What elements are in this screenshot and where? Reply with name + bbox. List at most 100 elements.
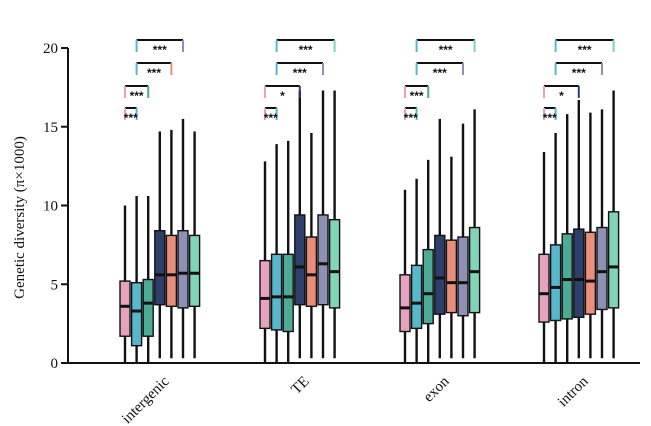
box — [317, 90, 329, 359]
box-body — [468, 226, 481, 314]
box-body — [119, 280, 131, 337]
sig-label: *** — [299, 43, 313, 57]
box-body — [422, 248, 434, 325]
sig-label: *** — [410, 89, 424, 103]
box-body — [538, 253, 550, 323]
box-body — [584, 231, 597, 315]
sig-label: *** — [543, 111, 557, 125]
box — [282, 140, 294, 363]
box — [165, 129, 178, 359]
box — [399, 189, 411, 363]
box-body — [561, 233, 573, 320]
box-body — [294, 214, 306, 306]
box-body — [177, 229, 189, 309]
box — [119, 205, 131, 363]
box — [538, 151, 550, 363]
sig-label: *** — [153, 43, 167, 57]
box-body — [165, 234, 178, 308]
sig-label: *** — [578, 43, 592, 57]
box — [445, 156, 458, 359]
y-tick-label: 0 — [51, 356, 59, 372]
box — [410, 178, 423, 363]
box-body — [445, 239, 458, 314]
sig-group-intron: ********** — [543, 39, 615, 125]
sig-bracket: *** — [404, 107, 418, 125]
sig-bracket: *** — [124, 85, 150, 103]
box-group-exon — [399, 109, 481, 363]
box-body — [410, 264, 423, 330]
sig-bracket: * — [543, 85, 580, 103]
sig-bracket: *** — [135, 39, 184, 57]
sig-label: *** — [130, 89, 144, 103]
box-body — [317, 214, 329, 306]
sig-bracket: *** — [124, 107, 138, 125]
box-groups — [119, 90, 620, 363]
box-group-intron — [538, 90, 620, 363]
sig-label: * — [559, 89, 564, 103]
sig-label: *** — [264, 111, 278, 125]
sig-bracket: *** — [543, 107, 557, 125]
box — [457, 123, 469, 359]
y-tick-label: 10 — [43, 199, 58, 215]
sig-label: *** — [433, 66, 447, 80]
box-body — [328, 218, 341, 309]
sig-bracket: *** — [554, 39, 615, 57]
box-body — [457, 236, 469, 317]
sig-group-TE: ********** — [264, 39, 336, 125]
sig-group-intergenic: ************ — [124, 39, 184, 125]
sig-bracket: *** — [415, 62, 464, 80]
sig-bracket: *** — [404, 85, 430, 103]
y-ticks: 0 5 10 15 20 — [43, 41, 68, 372]
sig-bracket: *** — [135, 62, 173, 80]
sig-label: *** — [293, 66, 307, 80]
box-body — [305, 236, 318, 308]
box — [328, 90, 341, 359]
box-body — [607, 211, 620, 309]
box-body — [142, 278, 154, 337]
box-body — [188, 234, 201, 308]
box-body — [130, 281, 143, 347]
sig-group-exon: *** *** *** *** — [404, 39, 476, 125]
box — [259, 161, 271, 363]
box — [584, 112, 597, 359]
box-body — [549, 244, 562, 322]
box — [596, 109, 608, 359]
box — [468, 109, 481, 359]
category-label-intron: intron — [555, 373, 592, 410]
sig-bracket: * — [264, 85, 301, 103]
box — [422, 159, 434, 363]
box-body — [573, 228, 585, 319]
sig-bracket: *** — [554, 62, 603, 80]
box — [154, 131, 166, 359]
sig-label: * — [280, 89, 285, 103]
sig-label: *** — [439, 43, 453, 57]
sig-bracket: *** — [275, 39, 336, 57]
sig-bracket: *** — [275, 62, 324, 80]
box — [434, 118, 446, 359]
box — [294, 90, 306, 359]
sig-label: *** — [147, 66, 161, 80]
category-label-TE: TE — [288, 374, 312, 398]
box — [573, 99, 585, 359]
sig-label: *** — [124, 111, 138, 125]
box — [188, 131, 201, 359]
category-labels: intergenic TE exon intron — [119, 373, 592, 426]
y-tick-label: 5 — [51, 277, 59, 293]
box-body — [154, 229, 166, 306]
significance-brackets: ****************************************… — [124, 39, 615, 125]
sig-label: *** — [572, 66, 586, 80]
box-body — [434, 234, 446, 315]
box-body — [259, 259, 271, 330]
box — [549, 133, 562, 363]
sig-bracket: *** — [264, 107, 278, 125]
category-label-intergenic: intergenic — [119, 373, 173, 426]
box-body — [596, 226, 608, 311]
sig-label: *** — [404, 111, 418, 125]
y-tick-label: 20 — [43, 41, 58, 57]
box-body — [282, 253, 294, 333]
category-label-exon: exon — [421, 373, 453, 405]
box — [305, 133, 318, 359]
box-body — [270, 253, 283, 331]
y-tick-label: 15 — [43, 120, 58, 136]
